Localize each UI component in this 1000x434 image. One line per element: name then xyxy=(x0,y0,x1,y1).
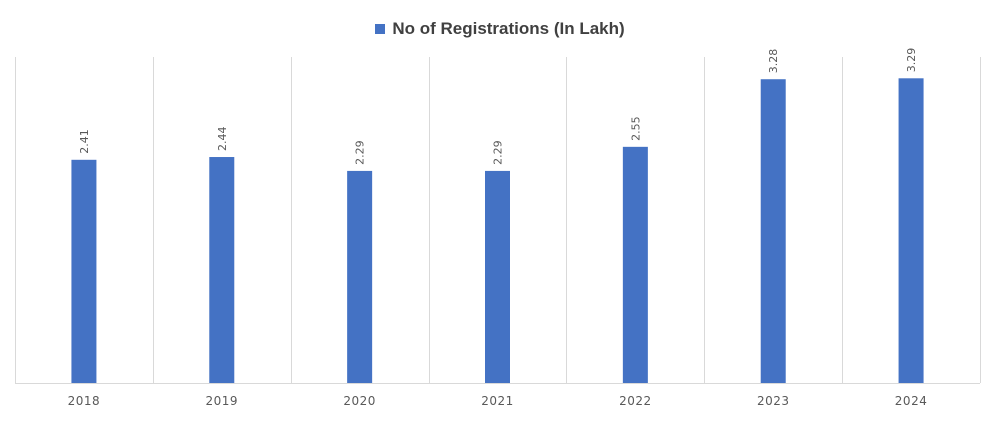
data-label: 3.28 xyxy=(767,49,780,74)
bar xyxy=(760,79,786,384)
legend-label: No of Registrations (In Lakh) xyxy=(392,19,625,38)
x-tick-label: 2018 xyxy=(68,394,101,408)
data-label: 2.29 xyxy=(492,140,505,165)
bar xyxy=(347,170,373,383)
bar xyxy=(622,146,648,383)
data-label: 3.29 xyxy=(905,48,918,73)
data-label: 2.55 xyxy=(629,116,642,141)
bar xyxy=(485,170,510,383)
legend: No of Registrations (In Lakh) xyxy=(0,19,1000,39)
data-label: 2.29 xyxy=(354,140,367,165)
data-label: 2.41 xyxy=(78,129,91,154)
x-tick-label: 2023 xyxy=(757,394,790,408)
x-tick-label: 2022 xyxy=(619,394,652,408)
bar xyxy=(71,159,97,383)
x-tick-label: 2020 xyxy=(343,394,376,408)
data-label: 2.44 xyxy=(216,127,229,152)
x-tick-label: 2024 xyxy=(895,394,928,408)
bar xyxy=(209,157,235,383)
x-tick-label: 2021 xyxy=(481,394,514,408)
x-tick-label: 2019 xyxy=(206,394,239,408)
legend-swatch xyxy=(375,24,386,34)
bar xyxy=(898,78,924,383)
